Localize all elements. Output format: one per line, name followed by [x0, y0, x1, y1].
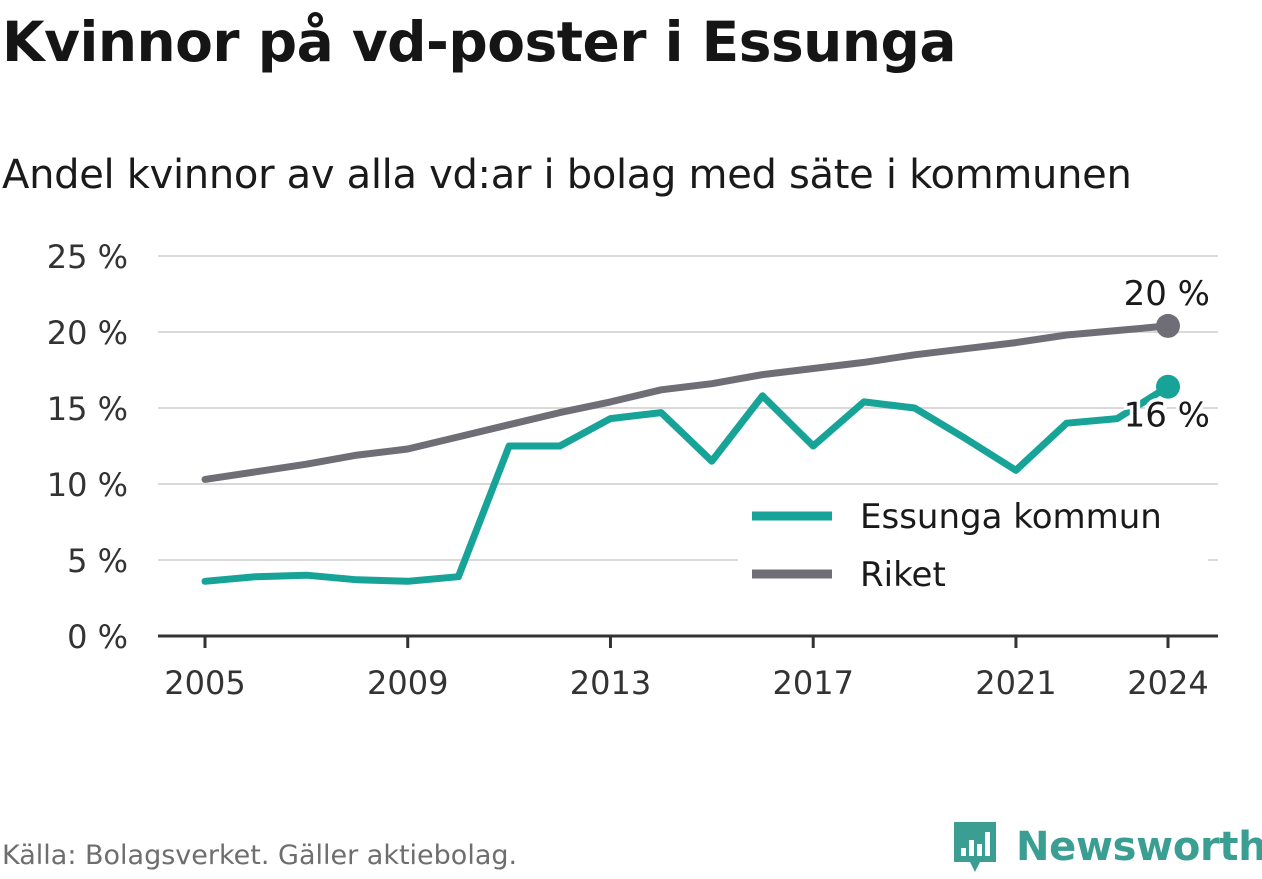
- end-labels: 20 % 16 %: [1120, 274, 1213, 439]
- series-lines: [201, 313, 1180, 585]
- source-note: Källa: Bolagsverket. Gäller aktiebolag.: [2, 840, 518, 871]
- brand-logo: Newsworthy: [950, 818, 1262, 876]
- end-label-riket: 20 %: [1124, 274, 1210, 314]
- legend: Essunga kommun Riket: [738, 486, 1208, 606]
- axes: 0 % 5 % 10 % 15 % 20 % 25 % 2005 2009 2013 2017 20…: [47, 238, 1218, 702]
- legend-label: Essunga kommun: [860, 497, 1162, 537]
- legend-background: [738, 486, 1208, 606]
- chart-title: Kvinnor på vd-poster i Essunga: [2, 10, 956, 74]
- end-label-essunga: 16 %: [1124, 396, 1210, 436]
- brand-name: Newsworthy: [1016, 824, 1262, 870]
- y-tick-label: 5 %: [67, 542, 128, 580]
- x-tick-label: 2013: [570, 664, 651, 702]
- y-tick-label: 10 %: [47, 466, 128, 504]
- grid-lines: [158, 255, 1218, 561]
- y-tick-label: 20 %: [47, 314, 128, 352]
- y-tick-label: 15 %: [47, 390, 128, 428]
- x-tick-label: 2009: [367, 664, 448, 702]
- x-tick-label: 2024: [1127, 664, 1208, 702]
- bar-chart-logo-icon: [954, 822, 996, 872]
- y-tick-label: 0 %: [67, 618, 128, 656]
- series-end-point: [1156, 374, 1180, 399]
- series-line: [201, 383, 1172, 585]
- line-chart: 0 % 5 % 10 % 15 % 20 % 25 % 2005 2009 2013 2017 20…: [47, 238, 1218, 702]
- y-tick-label: 25 %: [47, 238, 128, 276]
- x-tick-label: 2021: [975, 664, 1056, 702]
- legend-label: Riket: [860, 555, 946, 595]
- series-line: [201, 322, 1172, 483]
- series-end-point: [1156, 313, 1180, 338]
- x-tick-label: 2017: [772, 664, 853, 702]
- chart-subtitle: Andel kvinnor av alla vd:ar i bolag med …: [2, 152, 1132, 198]
- x-tick-label: 2005: [164, 664, 245, 702]
